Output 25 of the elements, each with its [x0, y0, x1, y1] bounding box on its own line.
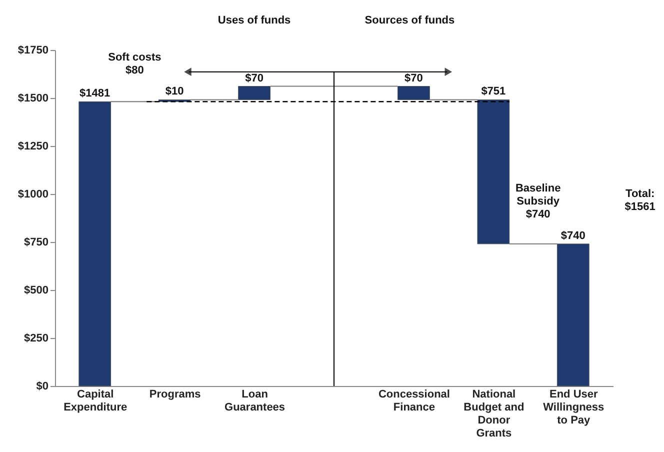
x-tick-label: Programs [149, 388, 201, 400]
data-label: $1481 [80, 88, 110, 100]
y-tick-label: $500 [24, 284, 48, 296]
x-tick-label: National Budget and Donor Grants [464, 388, 524, 440]
y-tick-label: $0 [36, 380, 48, 392]
data-label: $70 [404, 72, 423, 84]
text: Total: $1561 [624, 188, 656, 213]
x-tick-label: Concessional Finance [378, 388, 450, 414]
y-tick-label: $1500 [18, 92, 48, 104]
y-tick-label: $1000 [18, 188, 48, 200]
y-tick-label: $250 [24, 332, 48, 344]
x-tick-label: End User Willingness to Pay [543, 388, 604, 426]
data-label: $751 [481, 86, 506, 98]
y-tick-label: $1750 [18, 44, 48, 56]
data-label: $10 [165, 86, 184, 98]
data-label: $740 [560, 230, 586, 242]
x-tick-label: Capital Expenditure [64, 388, 128, 414]
text: Uses of funds [218, 14, 291, 27]
x-tick-label: Loan Guarantees [224, 388, 286, 414]
annotation: Baseline Subsidy $740 [515, 182, 561, 221]
y-tick-label: $1250 [18, 140, 48, 152]
y-tick-label: $750 [24, 236, 48, 248]
source-note: Sources of funds [364, 14, 455, 27]
annotation: Soft costs $80 [108, 52, 162, 77]
data-label: $70 [245, 72, 264, 84]
